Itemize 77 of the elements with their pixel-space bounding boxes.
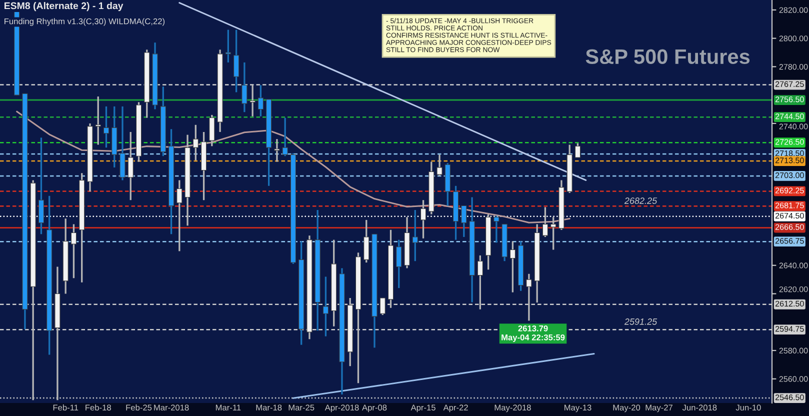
- candlestick: [250, 84, 256, 118]
- candlestick: [274, 138, 280, 163]
- candlestick: [396, 238, 402, 289]
- candlestick: [128, 131, 134, 201]
- x-tick-label: Mar-11: [216, 404, 241, 411]
- candlestick: [192, 124, 198, 162]
- line-series: [16, 110, 570, 224]
- ref-line-label: 2594.75: [775, 326, 804, 332]
- y-tick-label: 2780.00: [779, 64, 808, 70]
- x-tick-label: Apr-15: [410, 404, 436, 412]
- ref-line-label: 2767.25: [775, 81, 804, 87]
- x-tick-label: Mar-2018: [154, 404, 189, 411]
- candlestick: [412, 209, 418, 262]
- x-tick-label: Feb-11: [53, 404, 78, 411]
- candlestick: [574, 142, 581, 158]
- candlestick: [38, 136, 44, 235]
- y-tick-label: 2800.00: [779, 36, 808, 42]
- candlestick: [103, 106, 110, 148]
- y-tick-label: 2740.00: [779, 124, 808, 130]
- x-tick-label: Feb-18: [86, 404, 111, 411]
- chart-subtitle: ESM8 (Alternate 2) - 1 day: [4, 2, 124, 12]
- candlestick: [258, 84, 264, 118]
- candlestick: [364, 219, 370, 264]
- candlestick: [225, 28, 231, 64]
- candlestick: [380, 297, 386, 316]
- candlestick: [542, 206, 548, 238]
- ref-line-label: 2656.75: [775, 238, 804, 244]
- x-tick-label: Feb-25: [126, 404, 152, 411]
- y-tick-label: 2620.00: [779, 286, 808, 292]
- candlestick: [420, 199, 426, 240]
- x-tick-label: Jun-2018: [682, 404, 717, 411]
- ref-line-label: 2744.50: [775, 114, 804, 120]
- x-tick-label: May-2018: [494, 404, 531, 412]
- candlestick: [550, 216, 556, 251]
- y-tick-label: 2560.00: [779, 376, 808, 382]
- annotation: 2613.79 May-04 22:35:59: [502, 325, 565, 342]
- ref-line-label: 2713.50: [775, 158, 804, 164]
- ref-line-label: 2666.50: [775, 224, 804, 230]
- x-tick-label: Apr-2018: [324, 404, 359, 412]
- ref-line-label: 2681.75: [775, 202, 804, 208]
- candlestick: [461, 204, 467, 238]
- annotation: Funding Rhythm v1.3(C,30) WILDMA(C,22): [4, 18, 165, 26]
- annotation: 2591.25: [624, 318, 658, 325]
- x-tick-label: Mar-18: [256, 404, 282, 411]
- ref-line-label: 2756.50: [775, 96, 804, 102]
- candlestick: [282, 116, 288, 157]
- x-tick-label: Apr-22: [443, 404, 468, 412]
- x-tick-label: Jun-10: [736, 404, 761, 411]
- y-tick-label: 2580.00: [779, 348, 808, 354]
- x-tick-label: May-27: [646, 404, 672, 412]
- candlestick: [526, 273, 532, 322]
- candlestick: [176, 179, 182, 252]
- x-tick-label: May-20: [613, 404, 640, 412]
- candlestick: [234, 28, 240, 94]
- y-tick-label: 2820.00: [779, 7, 808, 13]
- candlestick: [322, 276, 329, 338]
- candlestick: [95, 96, 101, 146]
- ref-line-label: 2546.50: [775, 394, 804, 400]
- x-tick-label: May-13: [564, 404, 592, 412]
- candlestick: [510, 240, 516, 294]
- ref-line-label: 2674.50: [775, 212, 804, 219]
- annotation: 2682.25: [624, 198, 658, 204]
- candlestick: [494, 214, 500, 244]
- ref-line-label: 2718.50: [775, 150, 804, 156]
- text: S&P 500 Futures: [586, 49, 750, 64]
- ref-line-label: 2692.25: [775, 188, 804, 194]
- candlestick: [209, 114, 215, 147]
- ref-line-label: 2703.00: [775, 172, 804, 178]
- ref-line-label: 2612.50: [775, 300, 804, 307]
- candlestick: [242, 62, 248, 113]
- candlestick: [70, 223, 77, 279]
- candlestick: [436, 154, 442, 177]
- candlestick: [477, 254, 483, 310]
- x-tick-label: Mar-25: [288, 404, 314, 411]
- ref-line-label: 2726.50: [775, 139, 804, 145]
- x-tick-label: Apr-08: [362, 404, 387, 412]
- y-tick-label: 2640.00: [779, 262, 808, 268]
